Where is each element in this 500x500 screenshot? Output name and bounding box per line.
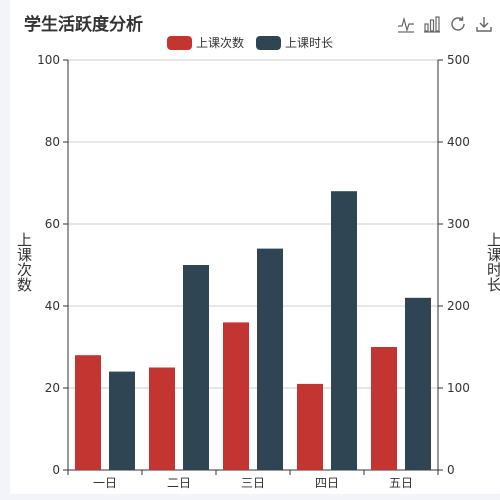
y-right-tick-label: 500	[447, 53, 470, 67]
bar-chart-icon[interactable]	[422, 14, 442, 34]
bar-class-count	[223, 322, 249, 470]
legend-label-class-duration: 上课时长	[285, 36, 334, 50]
y-left-tick-label: 80	[45, 135, 60, 149]
y-right-tick-label: 300	[447, 217, 470, 231]
legend-swatch-class-count	[166, 35, 192, 50]
x-tick-label: 一日	[93, 476, 117, 490]
x-tick-label: 四日	[315, 476, 339, 490]
bar-class-duration	[331, 191, 357, 470]
y-left-tick-label: 20	[45, 381, 60, 395]
bar-class-duration	[257, 248, 283, 470]
legend-item-class-duration[interactable]: 上课时长	[256, 34, 333, 51]
y-axis-right-title: 上课时长	[485, 232, 500, 292]
y-right-tick-label: 0	[447, 463, 455, 477]
bar-class-duration	[109, 371, 135, 470]
bar-class-count	[297, 383, 323, 470]
bar-class-count	[149, 367, 175, 470]
y-left-tick-label: 100	[37, 53, 60, 67]
y-right-tick-label: 100	[447, 381, 470, 395]
x-tick-label: 三日	[241, 476, 265, 490]
line-chart-icon[interactable]	[396, 14, 416, 34]
x-tick-label: 二日	[167, 476, 191, 490]
y-right-tick-label: 200	[447, 299, 470, 313]
y-left-tick-label: 40	[45, 299, 60, 313]
y-axis-left-title: 上课次数	[15, 232, 33, 292]
restore-icon[interactable]	[448, 14, 468, 34]
y-left-tick-label: 0	[52, 463, 60, 477]
legend-label-class-count: 上课次数	[195, 36, 244, 50]
x-tick-label: 五日	[389, 476, 413, 490]
chart-title: 学生活跃度分析	[24, 15, 143, 35]
legend-swatch-class-duration	[256, 35, 281, 50]
bar-class-count	[371, 347, 397, 470]
toolbox	[396, 14, 494, 34]
legend-item-class-count[interactable]: 上课次数	[166, 34, 244, 51]
download-icon[interactable]	[474, 14, 494, 34]
bar-class-duration	[405, 297, 431, 470]
y-right-tick-label: 400	[447, 135, 470, 149]
y-left-tick-label: 60	[45, 217, 60, 231]
bar-class-duration	[183, 265, 209, 470]
bottom-edge-strip	[0, 494, 500, 500]
left-edge-strip	[0, 0, 10, 500]
chart-legend: 上课次数 上课时长	[0, 34, 500, 51]
bar-class-count	[75, 355, 101, 470]
